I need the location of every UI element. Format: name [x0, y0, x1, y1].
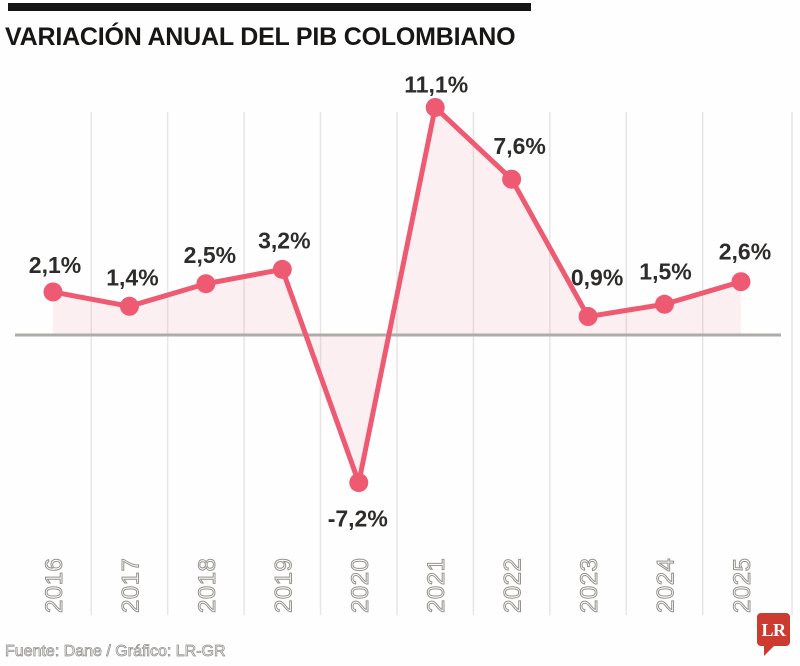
year-label-2021: 2021	[423, 558, 450, 613]
data-point-2017	[119, 296, 139, 316]
data-label-2018: 2,5%	[184, 242, 236, 268]
title-accent-bar	[8, 3, 531, 11]
data-point-2024	[655, 294, 675, 314]
data-point-2025	[731, 272, 751, 292]
data-point-2019	[272, 259, 292, 279]
year-label-2016: 2016	[41, 558, 68, 613]
year-label-2020: 2020	[347, 558, 374, 613]
data-point-2018	[196, 274, 216, 294]
data-label-2021: 11,1%	[404, 71, 468, 97]
data-point-2020	[349, 473, 369, 493]
source-credit: Fuente: Dane / Gráfico: LR-GR	[5, 643, 226, 660]
data-label-2019: 3,2%	[258, 227, 310, 253]
lr-logo-tail-icon	[764, 645, 775, 656]
year-label-2022: 2022	[500, 558, 527, 613]
year-label-2019: 2019	[270, 558, 297, 613]
chart-plot-area: 2,1% 2016 1,4% 2017 2,5% 2018 3,2% 2019 -7,2% 202…	[15, 71, 793, 615]
lr-logo-text: LR	[761, 619, 786, 640]
year-label-2023: 2023	[576, 558, 603, 613]
data-label-2025: 2,6%	[719, 239, 771, 265]
data-label-2022: 7,6%	[493, 133, 545, 159]
data-label-2016: 2,1%	[29, 252, 81, 278]
data-label-2017: 1,4%	[106, 264, 158, 290]
data-point-2022	[502, 169, 522, 189]
year-label-2018: 2018	[194, 558, 221, 613]
chart-title: VARIACIÓN ANUAL DEL PIB COLOMBIANO	[5, 23, 516, 51]
data-label-2023: 0,9%	[571, 265, 623, 291]
year-label-2017: 2017	[117, 558, 144, 613]
data-point-2016	[43, 282, 63, 302]
lr-logo: LR	[757, 613, 790, 646]
data-point-2021	[425, 97, 445, 117]
trend-line	[50, 104, 744, 486]
data-point-2023	[578, 307, 598, 327]
year-label-2024: 2024	[653, 558, 680, 613]
year-label-2025: 2025	[729, 558, 756, 613]
data-label-2024: 1,5%	[639, 258, 691, 284]
data-label-2020: -7,2%	[328, 506, 388, 532]
